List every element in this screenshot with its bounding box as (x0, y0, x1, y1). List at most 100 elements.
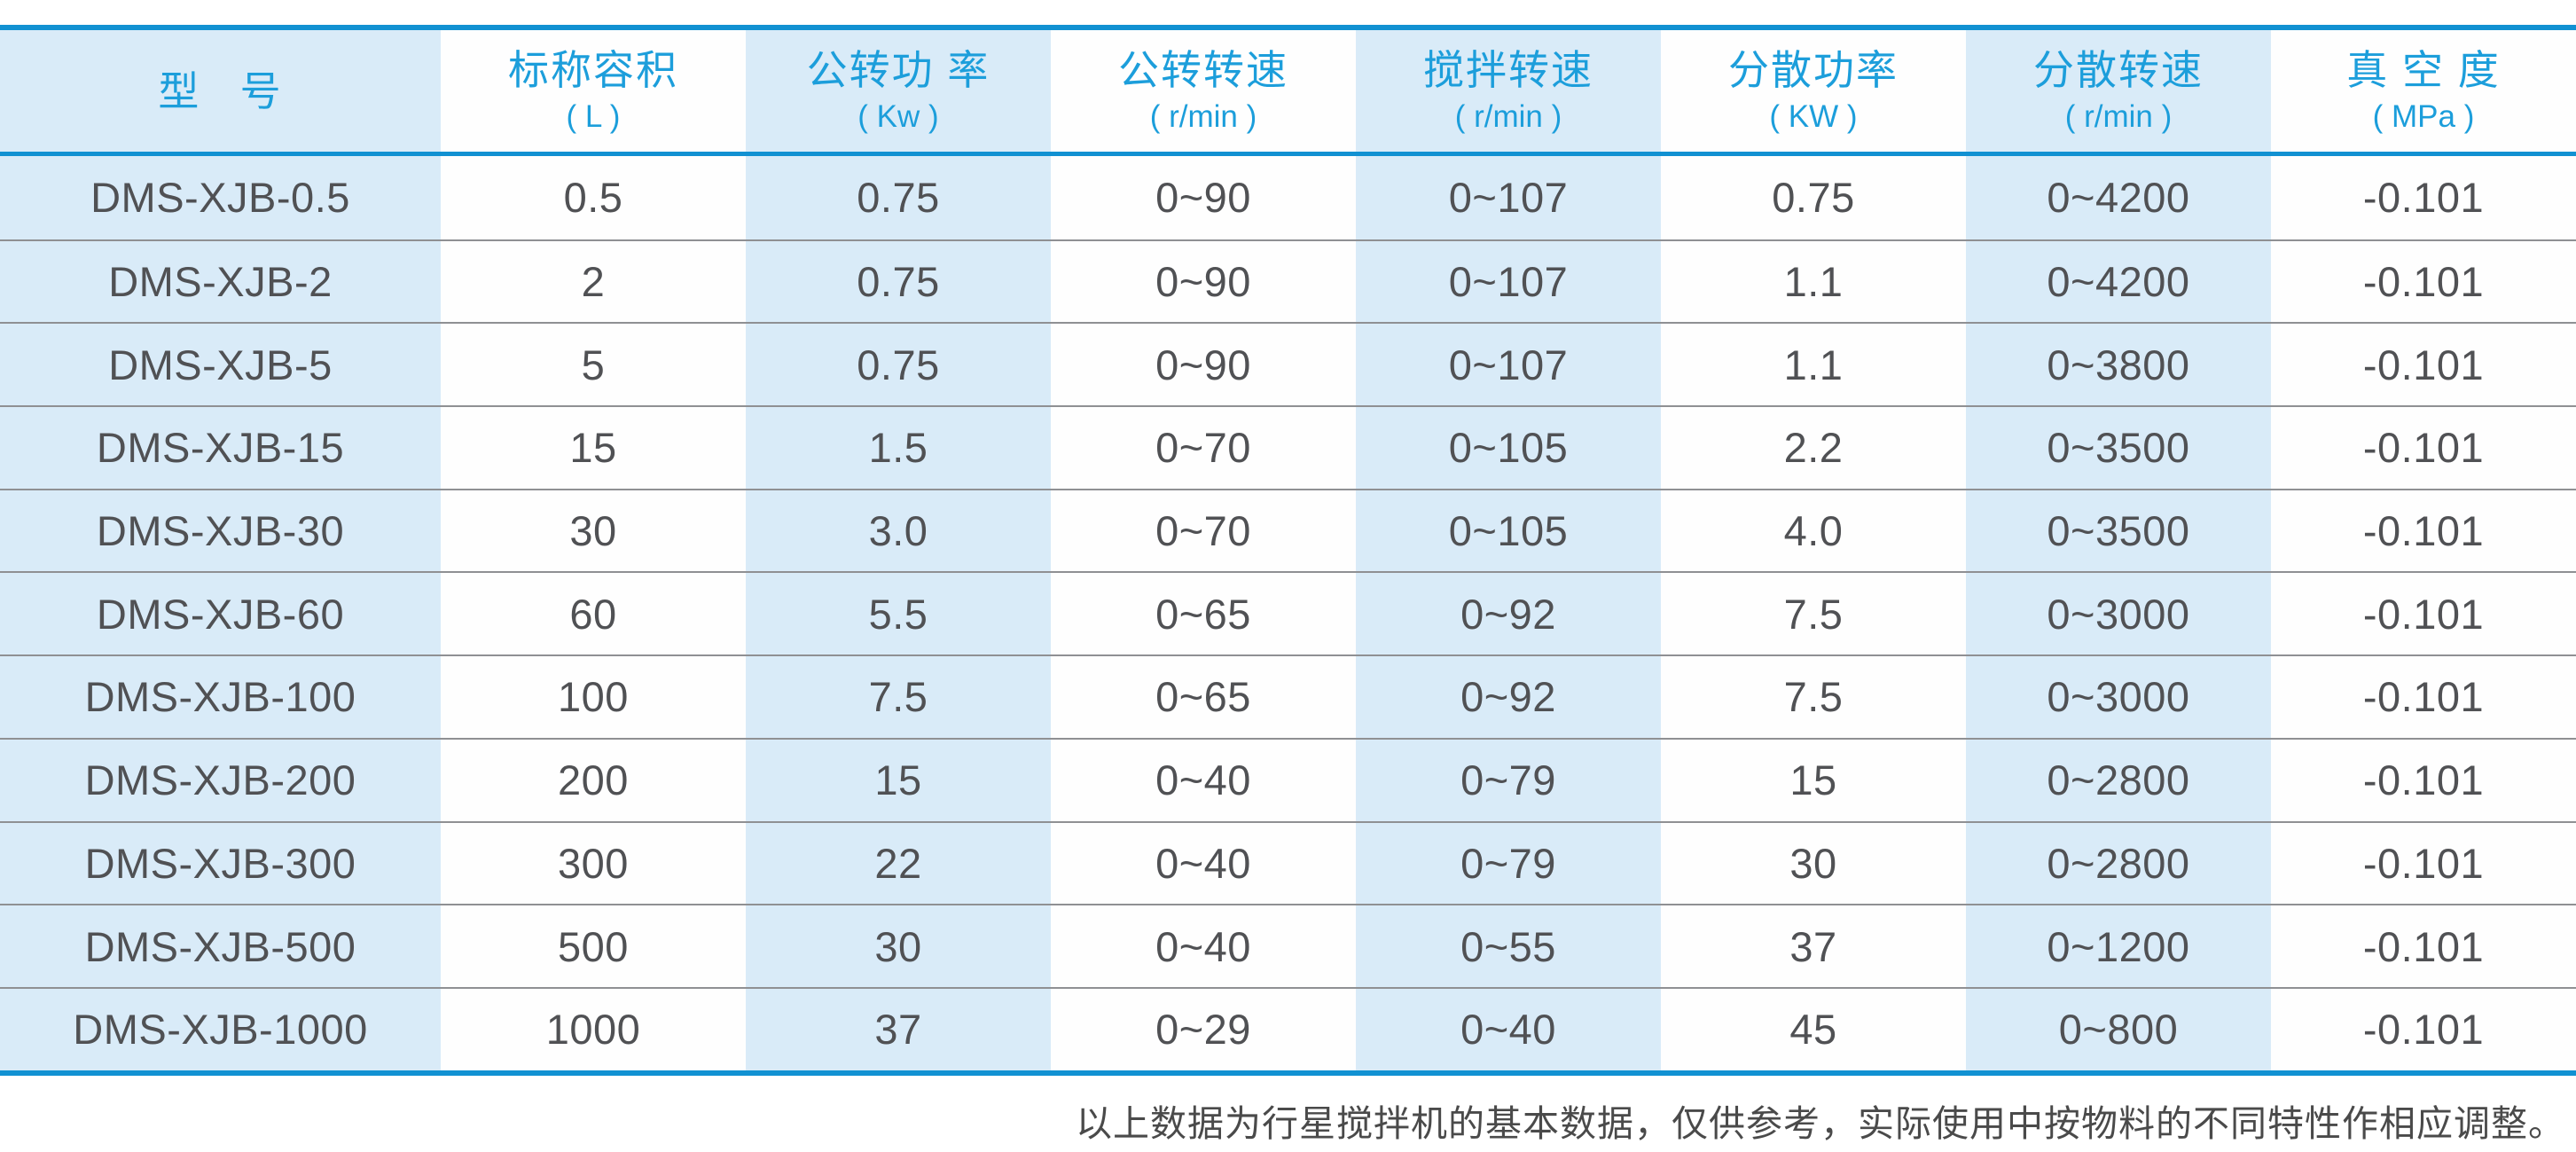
value-cell: 30 (746, 904, 1051, 987)
value-cell: 15 (441, 405, 746, 489)
value-cell: 0~29 (1051, 986, 1356, 1070)
value-cell: 7.5 (746, 654, 1051, 738)
header-unit: ( r/min ) (1149, 98, 1257, 134)
table-row: DMS-XJB-300 300 22 0~40 0~79 30 0~2800 -… (0, 820, 2576, 905)
column-header-model: 型 号 (0, 30, 441, 152)
value-cell: 0~92 (1356, 571, 1661, 655)
header-title: 标称容积 (508, 46, 678, 93)
value-cell: 0~3500 (1966, 405, 2271, 489)
value-cell: 100 (441, 654, 746, 738)
value-cell: 7.5 (1661, 654, 1966, 738)
model-cell: DMS-XJB-0.5 (0, 156, 441, 239)
value-cell: 0~40 (1051, 820, 1356, 905)
value-cell: -0.101 (2271, 156, 2576, 239)
value-cell: 1.1 (1661, 239, 1966, 323)
column-header-dispersion-speed: 分散转速 ( r/min ) (1966, 30, 2271, 152)
table-row: DMS-XJB-500 500 30 0~40 0~55 37 0~1200 -… (0, 904, 2576, 987)
header-title: 真 空 度 (2346, 46, 2501, 93)
table-row: DMS-XJB-200 200 15 0~40 0~79 15 0~2800 -… (0, 737, 2576, 821)
table-row: DMS-XJB-1000 1000 37 0~29 0~40 45 0~800 … (0, 986, 2576, 1070)
value-cell: 0~107 (1356, 239, 1661, 323)
value-cell: -0.101 (2271, 904, 2576, 987)
value-cell: 2.2 (1661, 405, 1966, 489)
model-cell: DMS-XJB-30 (0, 488, 441, 572)
column-header-stirring-speed: 搅拌转速 ( r/min ) (1356, 30, 1661, 152)
value-cell: 0.75 (1661, 156, 1966, 239)
value-cell: 0~3000 (1966, 654, 2271, 738)
header-title: 分散功率 (1728, 46, 1899, 93)
value-cell: 15 (1661, 737, 1966, 821)
value-cell: 200 (441, 737, 746, 821)
value-cell: 5.5 (746, 571, 1051, 655)
value-cell: 0.75 (746, 156, 1051, 239)
value-cell: 0~4200 (1966, 239, 2271, 323)
header-title: 公转功 率 (806, 46, 990, 93)
header-unit: ( Kw ) (857, 98, 939, 134)
value-cell: 0~90 (1051, 322, 1356, 406)
value-cell: 300 (441, 820, 746, 905)
value-cell: 0~55 (1356, 904, 1661, 987)
header-unit: ( MPa ) (2372, 98, 2475, 134)
value-cell: 0~40 (1356, 986, 1661, 1070)
value-cell: 0~105 (1356, 488, 1661, 572)
header-unit: ( KW ) (1769, 98, 1858, 134)
header-unit: ( r/min ) (2064, 98, 2173, 134)
value-cell: 30 (1661, 820, 1966, 905)
value-cell: 0~105 (1356, 405, 1661, 489)
value-cell: 0~79 (1356, 737, 1661, 821)
table-row: DMS-XJB-5 5 0.75 0~90 0~107 1.1 0~3800 -… (0, 322, 2576, 406)
column-header-revolution-speed: 公转转速 ( r/min ) (1051, 30, 1356, 152)
value-cell: 0~79 (1356, 820, 1661, 905)
value-cell: 60 (441, 571, 746, 655)
model-cell: DMS-XJB-200 (0, 737, 441, 821)
table-row: DMS-XJB-30 30 3.0 0~70 0~105 4.0 0~3500 … (0, 488, 2576, 572)
value-cell: -0.101 (2271, 654, 2576, 738)
value-cell: 0~107 (1356, 156, 1661, 239)
header-unit: ( L ) (566, 98, 621, 134)
value-cell: 0.5 (441, 156, 746, 239)
header-title: 分散转速 (2033, 46, 2204, 93)
table-row: DMS-XJB-15 15 1.5 0~70 0~105 2.2 0~3500 … (0, 405, 2576, 489)
value-cell: -0.101 (2271, 405, 2576, 489)
value-cell: -0.101 (2271, 322, 2576, 406)
value-cell: 0~65 (1051, 571, 1356, 655)
header-title: 公转转速 (1118, 46, 1288, 93)
value-cell: 15 (746, 737, 1051, 821)
value-cell: 4.0 (1661, 488, 1966, 572)
value-cell: 5 (441, 322, 746, 406)
table-row: DMS-XJB-100 100 7.5 0~65 0~92 7.5 0~3000… (0, 654, 2576, 738)
spec-table: 型 号 标称容积 ( L ) 公转功 率 ( Kw ) 公转转速 ( r/min… (0, 25, 2576, 1076)
value-cell: 37 (1661, 904, 1966, 987)
value-cell: -0.101 (2271, 737, 2576, 821)
value-cell: 7.5 (1661, 571, 1966, 655)
value-cell: 0~2800 (1966, 737, 2271, 821)
model-cell: DMS-XJB-5 (0, 322, 441, 406)
value-cell: 0~65 (1051, 654, 1356, 738)
value-cell: 0~90 (1051, 156, 1356, 239)
value-cell: 0~40 (1051, 904, 1356, 987)
value-cell: 0~3800 (1966, 322, 2271, 406)
value-cell: 0~92 (1356, 654, 1661, 738)
value-cell: 0~1200 (1966, 904, 2271, 987)
table-bottom-border (0, 1070, 2576, 1076)
table-header-row: 型 号 标称容积 ( L ) 公转功 率 ( Kw ) 公转转速 ( r/min… (0, 30, 2576, 152)
header-unit: ( r/min ) (1454, 98, 1562, 134)
header-divider-line (0, 152, 2576, 156)
value-cell: 45 (1661, 986, 1966, 1070)
value-cell: 0~90 (1051, 239, 1356, 323)
footer-note: 以上数据为行星搅拌机的基本数据，仅供参考，实际使用中按物料的不同特性作相应调整。 (1076, 1103, 2565, 1144)
value-cell: 0~2800 (1966, 820, 2271, 905)
value-cell: 0.75 (746, 322, 1051, 406)
column-header-vacuum-degree: 真 空 度 ( MPa ) (2271, 30, 2576, 152)
value-cell: 0~800 (1966, 986, 2271, 1070)
value-cell: -0.101 (2271, 986, 2576, 1070)
table-top-border (0, 25, 2576, 30)
value-cell: -0.101 (2271, 571, 2576, 655)
value-cell: 2 (441, 239, 746, 323)
value-cell: 0~70 (1051, 405, 1356, 489)
value-cell: 0~4200 (1966, 156, 2271, 239)
value-cell: -0.101 (2271, 488, 2576, 572)
header-title: 型 号 (158, 67, 283, 114)
value-cell: 0~40 (1051, 737, 1356, 821)
